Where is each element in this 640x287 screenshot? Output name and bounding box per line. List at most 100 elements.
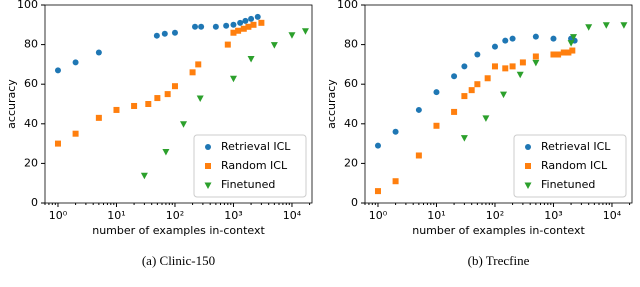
marker	[532, 53, 539, 60]
marker	[567, 40, 575, 47]
marker	[500, 91, 508, 99]
x-tick-label: 10⁴	[283, 209, 302, 222]
y-tick-label: 40	[344, 117, 358, 130]
marker	[180, 121, 188, 128]
marker	[161, 30, 168, 37]
y-axis-label: accuracy	[325, 79, 338, 129]
marker	[509, 35, 516, 42]
marker	[565, 49, 572, 56]
y-tick-label: 60	[344, 77, 358, 90]
marker	[484, 75, 491, 82]
marker	[474, 51, 481, 58]
marker	[550, 51, 557, 58]
marker	[162, 149, 170, 156]
marker	[491, 63, 498, 70]
marker	[392, 178, 399, 185]
marker	[569, 47, 576, 54]
marker	[415, 152, 422, 159]
marker	[585, 24, 593, 31]
plot-frame	[364, 4, 633, 204]
marker	[205, 144, 211, 150]
marker	[270, 42, 278, 49]
marker	[602, 22, 610, 29]
y-tick-label: 20	[24, 156, 38, 169]
y-tick-label: 100	[337, 0, 358, 11]
x-tick-label: 10³	[544, 209, 562, 222]
legend-label: Finetuned	[221, 178, 275, 191]
marker	[235, 27, 242, 34]
legend-label: Retrieval ICL	[541, 140, 611, 153]
marker	[254, 13, 261, 20]
legend-box	[513, 134, 627, 198]
marker	[468, 87, 475, 94]
x-axis-label: number of examples in-context	[92, 224, 265, 237]
marker	[560, 49, 567, 56]
legend-label: Random ICL	[221, 159, 288, 172]
y-tick-label: 60	[24, 77, 38, 90]
marker	[525, 144, 531, 150]
marker	[451, 108, 458, 115]
marker	[433, 122, 440, 129]
marker	[502, 65, 509, 72]
x-axis-label: number of examples in-context	[412, 224, 585, 237]
marker	[72, 130, 79, 137]
marker	[461, 63, 468, 70]
marker	[192, 23, 199, 30]
marker	[145, 101, 152, 107]
plot-frame	[44, 4, 313, 204]
y-tick-label: 80	[344, 38, 358, 51]
marker	[204, 182, 212, 189]
marker	[54, 140, 61, 147]
marker	[153, 32, 160, 39]
marker	[374, 188, 381, 195]
y-tick-label: 0	[351, 196, 358, 209]
x-tick-label: 10⁴	[603, 209, 622, 222]
marker	[502, 37, 509, 44]
legend-label: Retrieval ICL	[221, 140, 291, 153]
marker	[164, 91, 171, 98]
marker	[524, 182, 532, 189]
marker	[189, 69, 196, 76]
x-tick-label: 10¹	[107, 209, 125, 222]
marker	[532, 59, 540, 67]
marker	[288, 32, 296, 39]
marker	[171, 83, 178, 90]
marker	[516, 71, 524, 79]
marker	[95, 114, 102, 121]
legend-box	[193, 134, 307, 198]
marker	[474, 81, 481, 88]
marker	[550, 35, 557, 42]
marker	[555, 51, 562, 58]
marker	[131, 102, 138, 109]
marker	[247, 55, 255, 63]
y-tick-label: 100	[17, 0, 38, 11]
marker	[460, 135, 468, 142]
marker	[212, 23, 219, 30]
marker	[250, 21, 257, 28]
marker	[230, 29, 237, 36]
marker	[240, 25, 247, 32]
marker	[54, 67, 61, 74]
marker	[171, 29, 178, 36]
y-tick-label: 40	[24, 117, 38, 130]
marker	[72, 59, 79, 66]
x-tick-label: 10²	[486, 209, 504, 222]
marker	[461, 93, 468, 100]
x-tick-label: 10²	[166, 209, 184, 222]
x-tick-label: 10¹	[427, 209, 445, 222]
marker	[95, 49, 102, 56]
marker	[433, 89, 440, 96]
caption: (a) Clinic-150	[142, 253, 215, 268]
marker	[258, 19, 265, 26]
marker	[242, 17, 249, 24]
marker	[519, 59, 526, 66]
marker	[374, 142, 381, 149]
marker	[620, 22, 628, 29]
marker	[223, 22, 230, 29]
y-tick-label: 20	[344, 156, 358, 169]
marker	[482, 115, 490, 122]
marker	[195, 61, 202, 68]
marker	[532, 33, 539, 40]
marker	[415, 106, 422, 113]
